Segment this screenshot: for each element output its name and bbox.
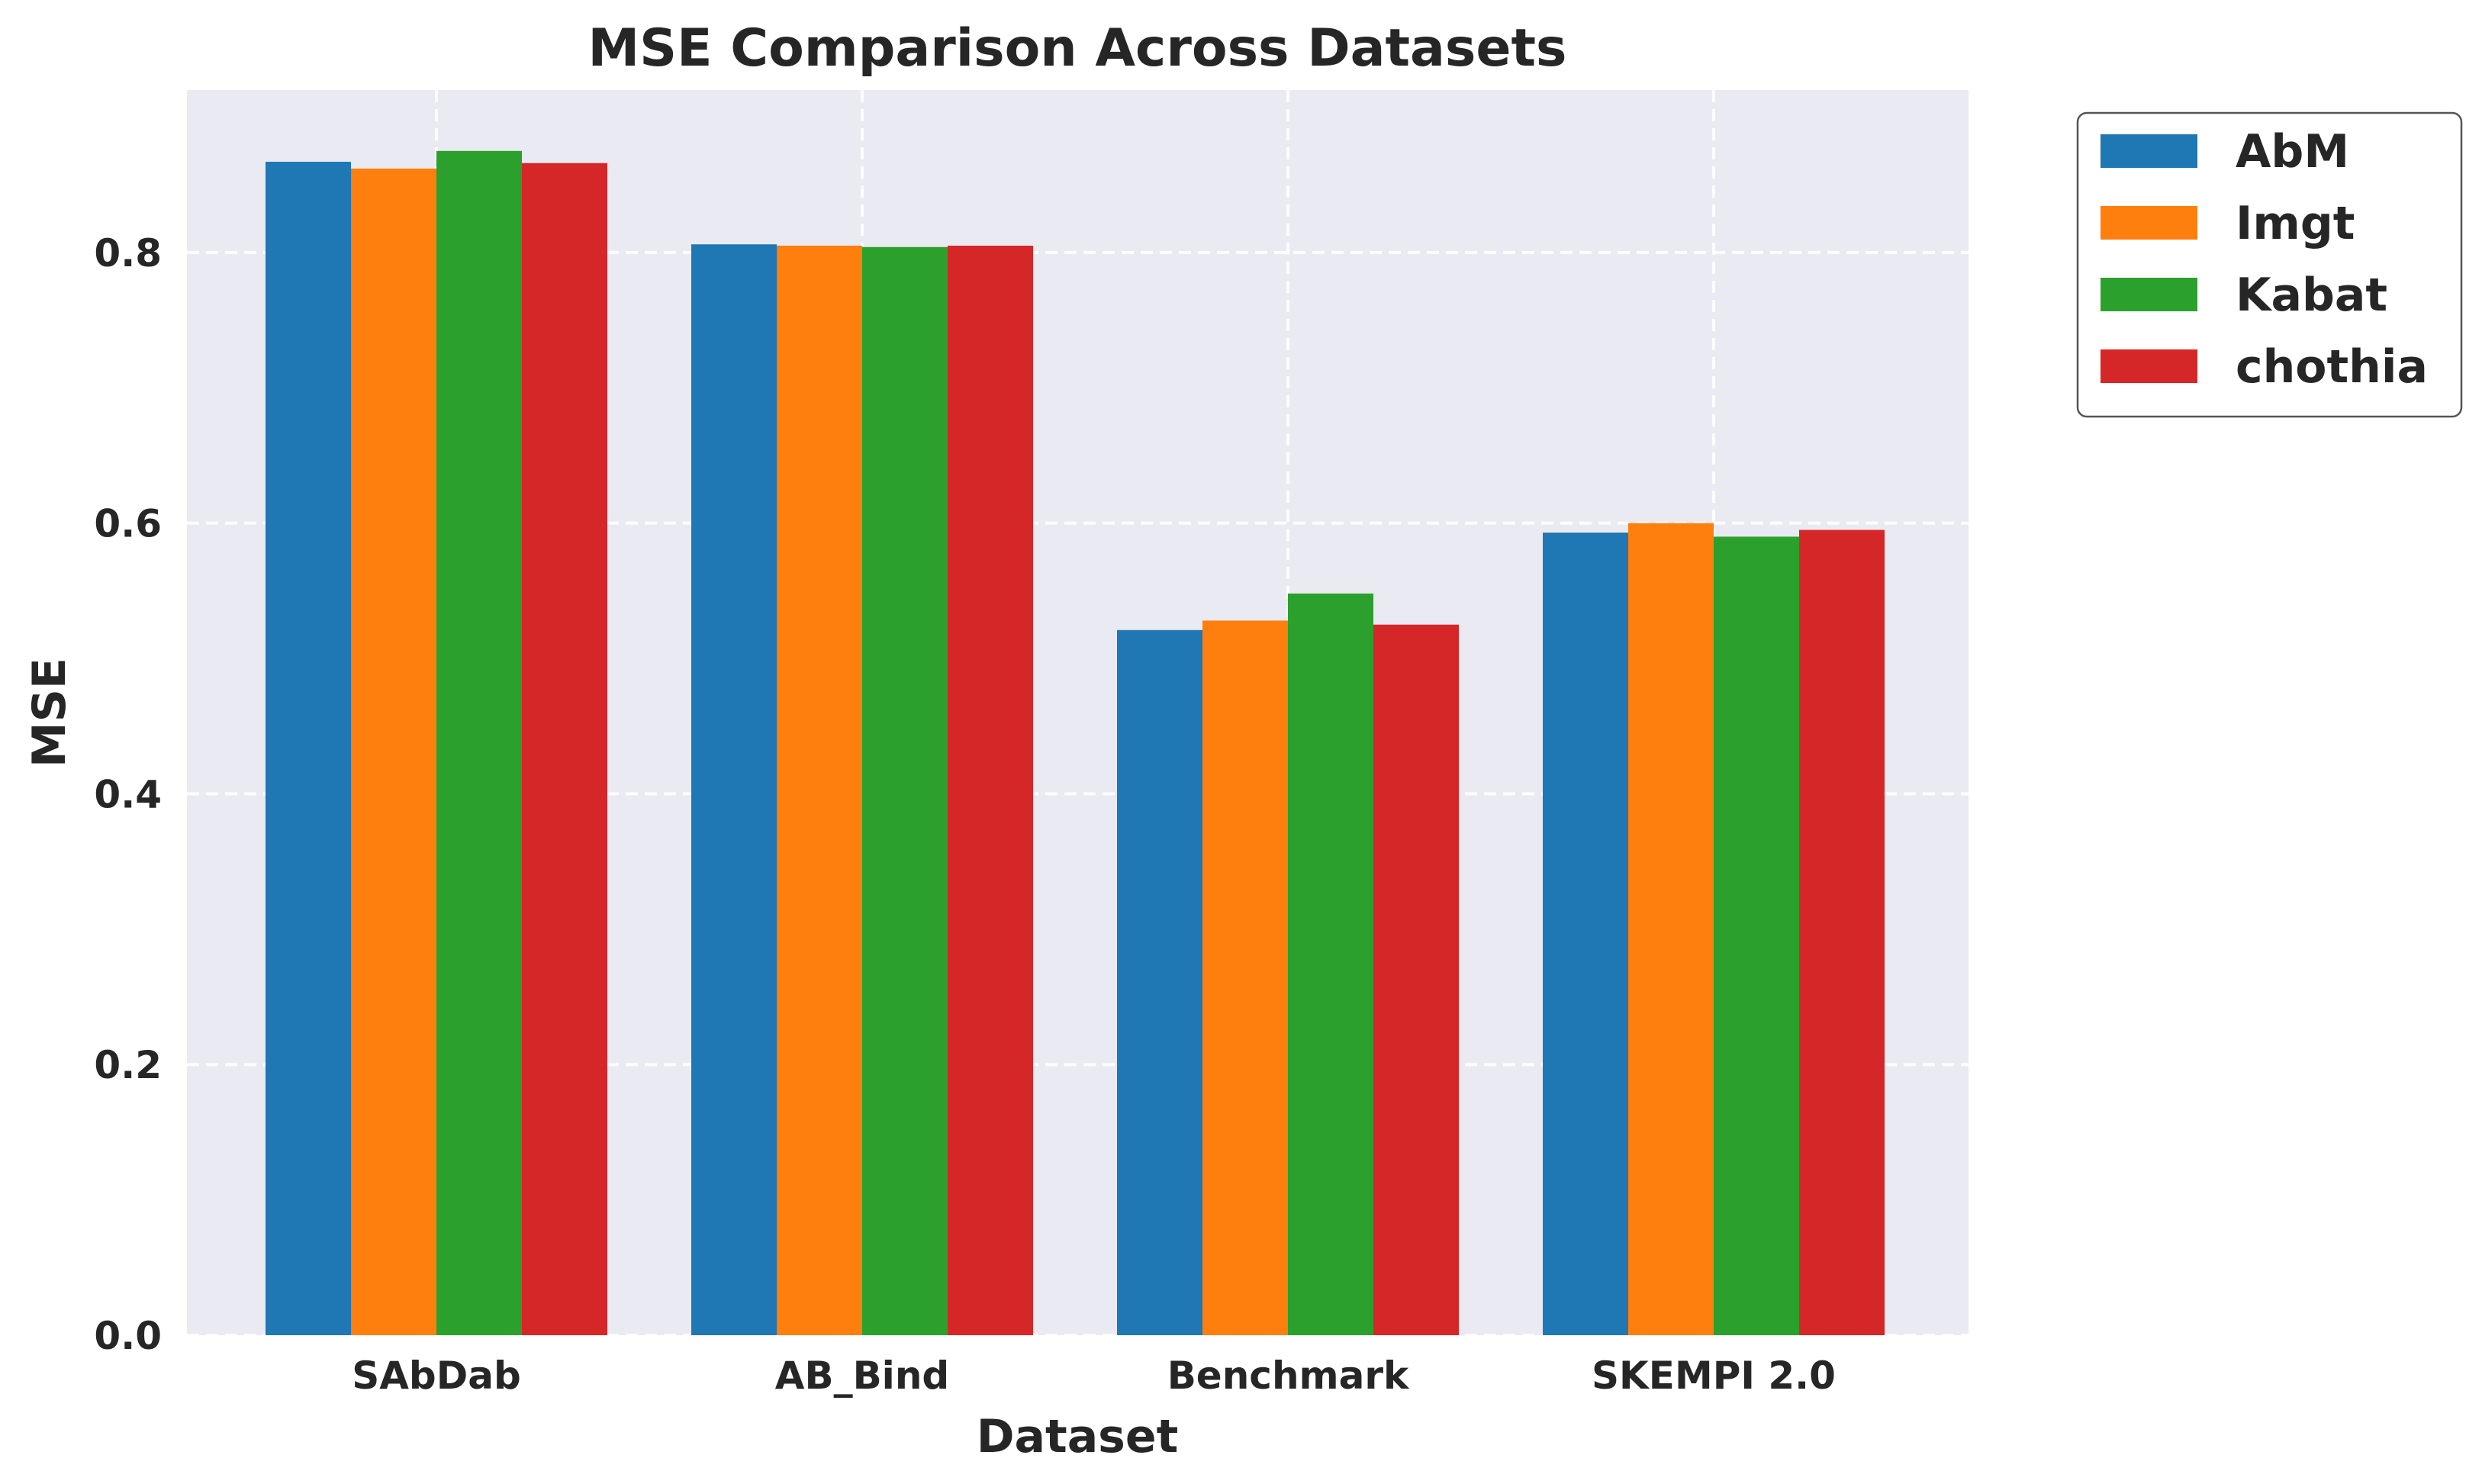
y-axis-label: MSE <box>23 658 76 768</box>
legend-swatch-chothia <box>2101 349 2197 383</box>
legend: AbM Imgt Kabat chothia <box>2076 111 2463 418</box>
y-tick-label: 0.8 <box>94 231 162 275</box>
y-tick-label: 0.6 <box>94 502 162 546</box>
x-tick-label: SKEMPI 2.0 <box>1592 1354 1836 1398</box>
bar-abm-1 <box>691 244 777 1335</box>
legend-swatch-abm <box>2101 134 2197 168</box>
x-axis-label: Dataset <box>977 1410 1179 1463</box>
bar-kabat-0 <box>436 150 522 1336</box>
bars <box>266 150 1885 1336</box>
bar-imgt-1 <box>777 246 862 1335</box>
bar-abm-0 <box>266 162 351 1336</box>
x-tick-label: Benchmark <box>1167 1354 1410 1398</box>
bar-kabat-1 <box>862 246 948 1335</box>
bar-kabat-2 <box>1288 593 1373 1335</box>
y-axis-ticks: 0.0 0.2 0.4 0.6 0.8 <box>94 231 162 1358</box>
y-tick-label: 0.0 <box>94 1314 162 1358</box>
bar-imgt-3 <box>1628 523 1714 1336</box>
legend-frame <box>2076 111 2463 418</box>
x-tick-label: SAbDab <box>352 1354 521 1398</box>
legend-label-imgt: Imgt <box>2236 197 2355 250</box>
legend-swatch-imgt <box>2101 206 2197 240</box>
legend-label-chothia: chothia <box>2236 340 2428 394</box>
bar-chothia-0 <box>522 163 607 1336</box>
bar-abm-2 <box>1117 629 1202 1335</box>
legend-label-kabat: Kabat <box>2236 269 2387 322</box>
x-tick-label: AB_Bind <box>775 1354 949 1398</box>
x-axis-ticks: SAbDab AB_Bind Benchmark SKEMPI 2.0 <box>352 1354 1836 1398</box>
legend-label-abm: AbM <box>2236 125 2349 179</box>
legend-swatch-kabat <box>2101 278 2197 311</box>
bar-chothia-3 <box>1799 530 1885 1335</box>
y-tick-label: 0.4 <box>94 772 162 816</box>
bar-imgt-0 <box>351 168 436 1335</box>
bar-chothia-1 <box>948 246 1033 1335</box>
bar-chothia-2 <box>1373 624 1459 1335</box>
bar-kabat-3 <box>1714 536 1799 1335</box>
y-tick-label: 0.2 <box>94 1043 162 1087</box>
chart-title: MSE Comparison Across Datasets <box>588 18 1566 79</box>
bar-imgt-2 <box>1202 620 1288 1335</box>
bar-abm-3 <box>1543 533 1628 1335</box>
